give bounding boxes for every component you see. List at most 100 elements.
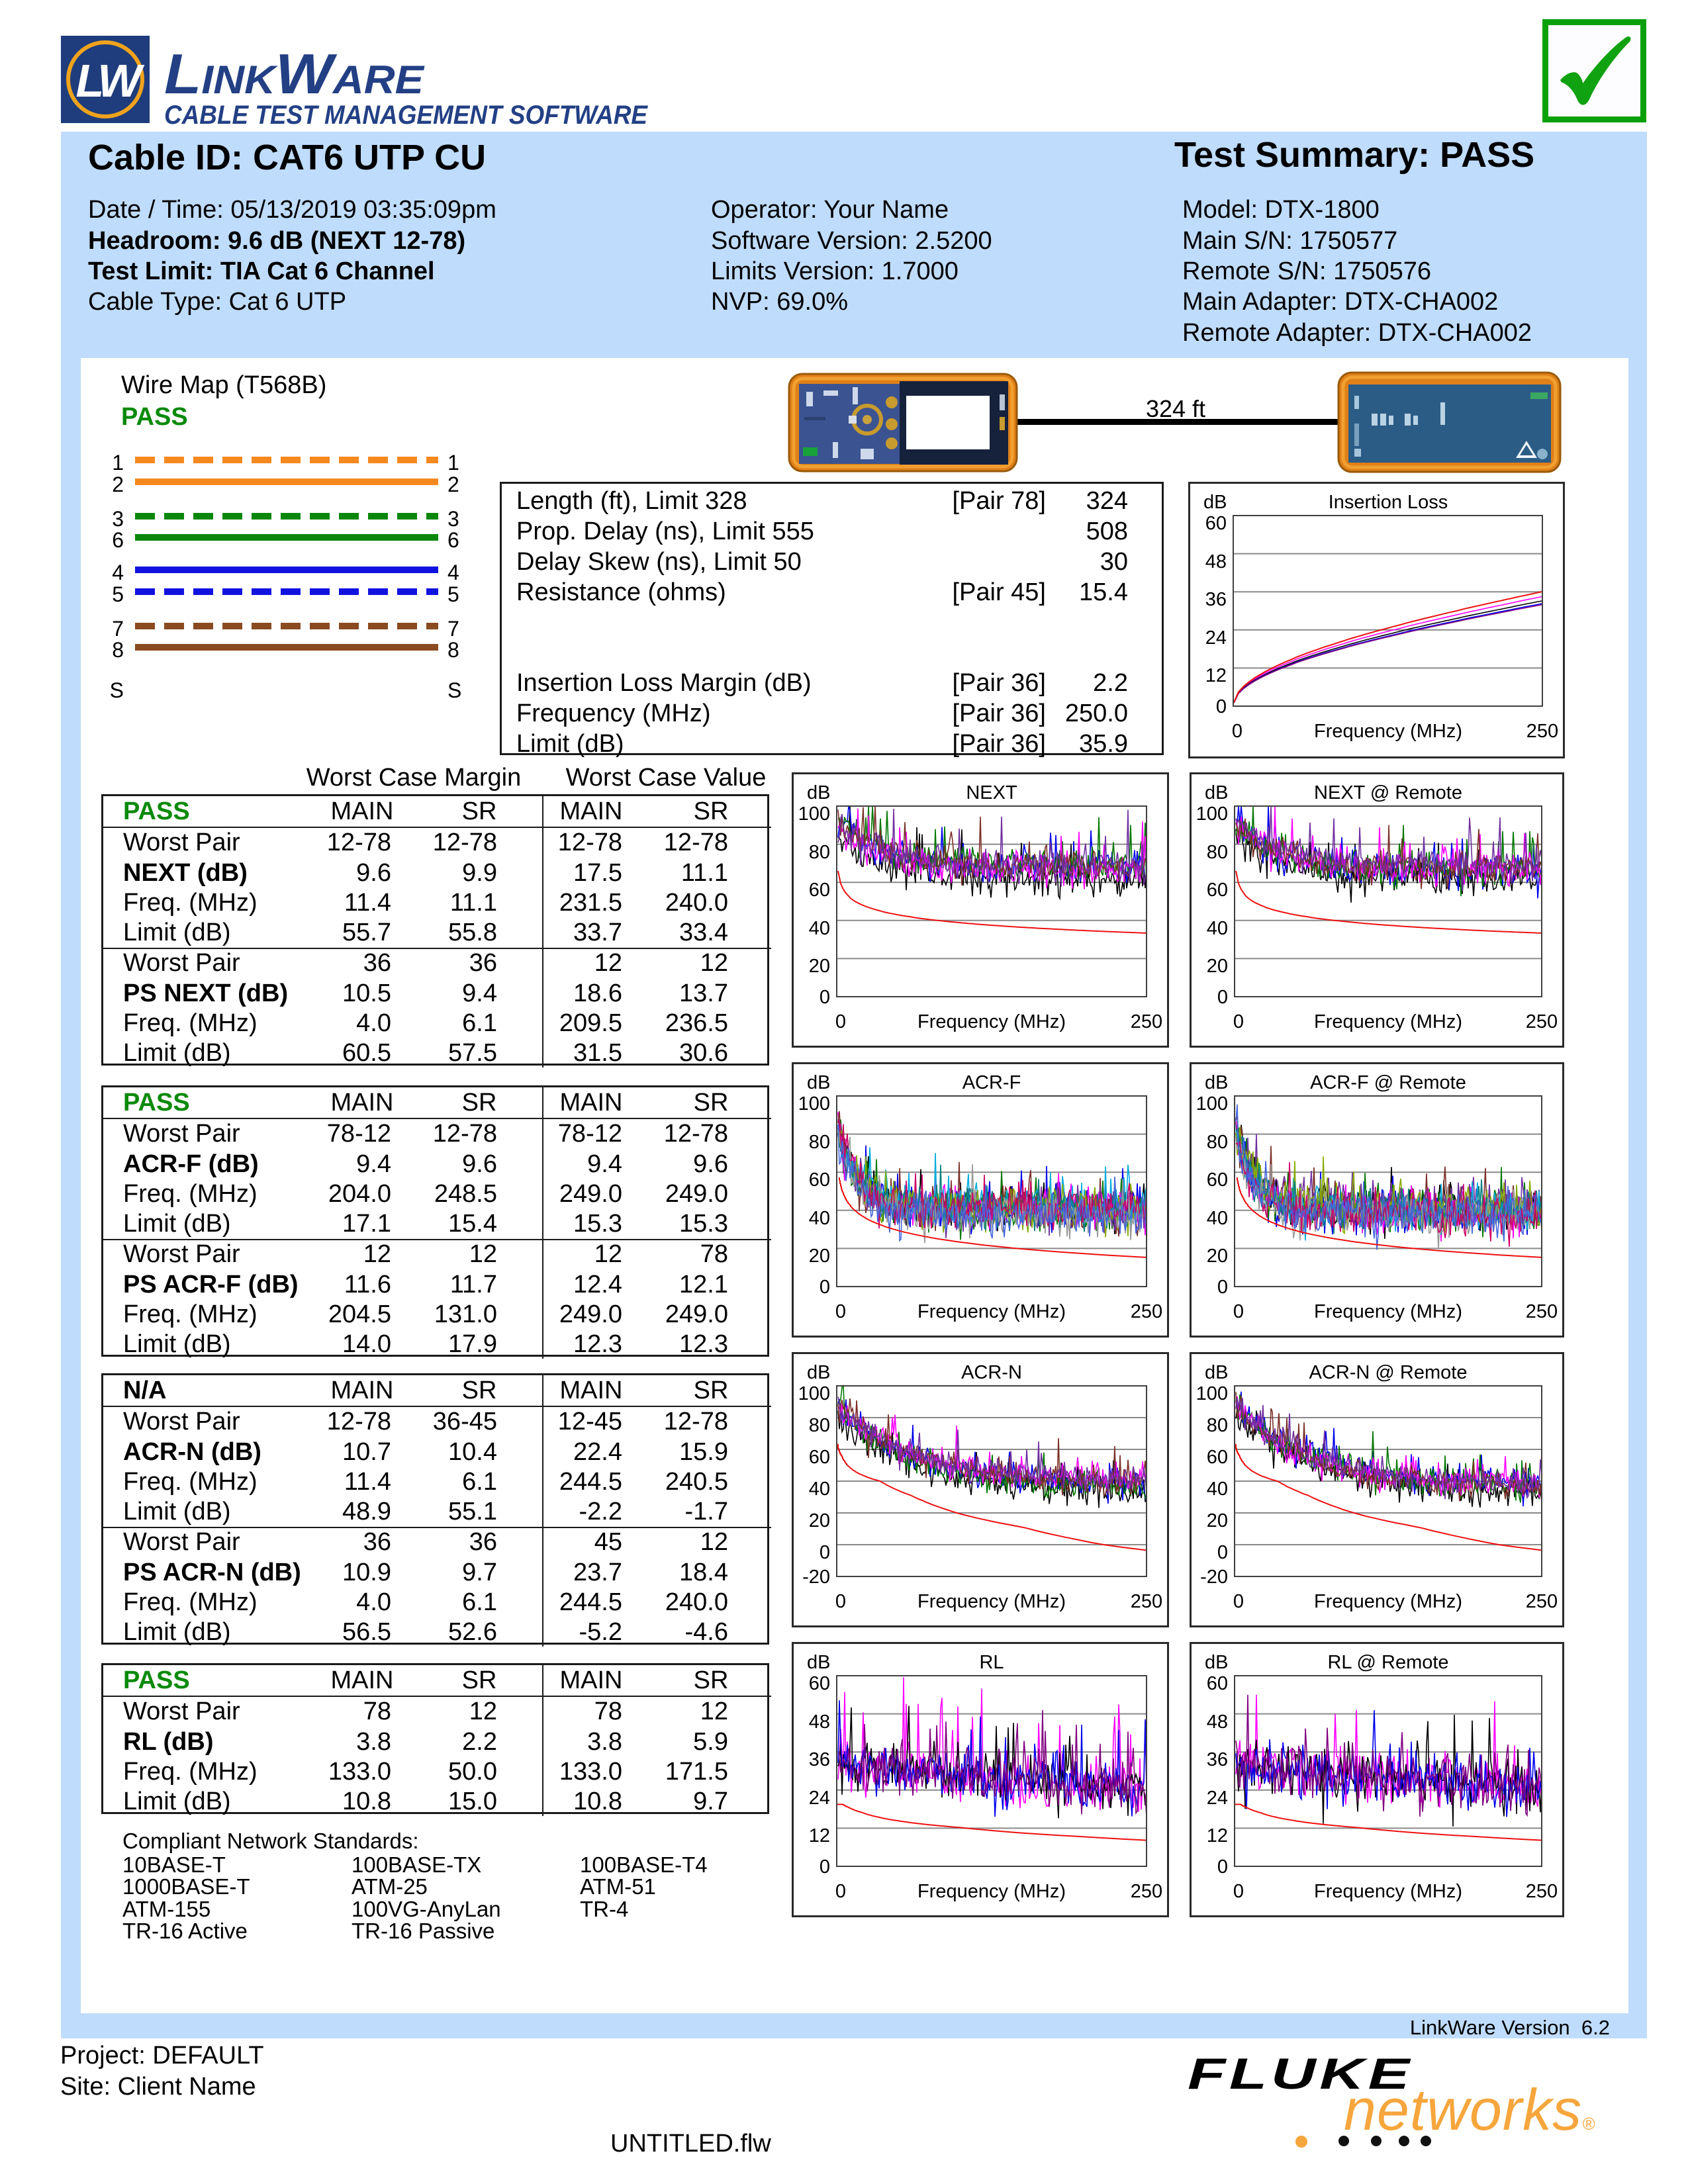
svg-text:ACR-N: ACR-N bbox=[961, 1362, 1022, 1383]
svg-text:6: 6 bbox=[112, 528, 124, 552]
svg-text:dB: dB bbox=[807, 1652, 830, 1673]
svg-text:60: 60 bbox=[1207, 1169, 1228, 1191]
svg-text:Frequency (MHz): Frequency (MHz) bbox=[1314, 1301, 1462, 1322]
svg-text:20: 20 bbox=[809, 1510, 830, 1531]
svg-text:80: 80 bbox=[809, 1415, 830, 1436]
svg-text:ACR-F: ACR-F bbox=[962, 1072, 1021, 1093]
svg-text:1: 1 bbox=[112, 451, 124, 475]
svg-text:12: 12 bbox=[1205, 665, 1227, 686]
svg-text:0: 0 bbox=[835, 1011, 846, 1032]
svg-text:dB: dB bbox=[807, 782, 830, 803]
svg-text:S: S bbox=[447, 678, 461, 702]
svg-text:Frequency (MHz): Frequency (MHz) bbox=[917, 1881, 1066, 1902]
svg-text:20: 20 bbox=[1207, 1246, 1228, 1267]
svg-text:250: 250 bbox=[1526, 721, 1558, 742]
svg-text:60: 60 bbox=[809, 1447, 830, 1468]
svg-text:LW: LW bbox=[76, 55, 146, 107]
svg-text:ACR-N @ Remote: ACR-N @ Remote bbox=[1309, 1362, 1468, 1383]
svg-text:LinkWare: LinkWare bbox=[164, 43, 425, 106]
svg-text:24: 24 bbox=[809, 1788, 830, 1809]
svg-text:0: 0 bbox=[1217, 987, 1228, 1008]
svg-text:dB: dB bbox=[1203, 492, 1227, 513]
svg-text:20: 20 bbox=[809, 1246, 830, 1267]
svg-text:40: 40 bbox=[809, 918, 830, 939]
svg-text:Insertion Loss: Insertion Loss bbox=[1329, 492, 1448, 513]
svg-text:Frequency (MHz): Frequency (MHz) bbox=[917, 1591, 1066, 1612]
svg-text:0: 0 bbox=[1232, 721, 1243, 742]
svg-text:0: 0 bbox=[1217, 1542, 1228, 1563]
svg-text:0: 0 bbox=[835, 1301, 846, 1322]
svg-text:dB: dB bbox=[1205, 1652, 1228, 1673]
svg-text:60: 60 bbox=[1205, 513, 1227, 534]
svg-text:3: 3 bbox=[447, 507, 459, 531]
svg-text:Frequency (MHz): Frequency (MHz) bbox=[917, 1011, 1066, 1032]
svg-text:100: 100 bbox=[798, 1383, 830, 1404]
svg-text:0: 0 bbox=[1233, 1301, 1244, 1322]
svg-text:40: 40 bbox=[1207, 1208, 1228, 1229]
svg-text:250: 250 bbox=[1131, 1881, 1162, 1902]
svg-text:100: 100 bbox=[1196, 1093, 1228, 1115]
svg-text:8: 8 bbox=[447, 638, 459, 662]
svg-text:60: 60 bbox=[809, 1169, 830, 1191]
svg-text:250: 250 bbox=[1131, 1011, 1162, 1032]
svg-text:0: 0 bbox=[1217, 1856, 1228, 1878]
svg-text:0: 0 bbox=[1216, 696, 1227, 717]
svg-text:20: 20 bbox=[1207, 956, 1228, 977]
svg-text:12: 12 bbox=[809, 1825, 830, 1846]
svg-text:36: 36 bbox=[1207, 1749, 1228, 1770]
svg-text:NEXT @ Remote: NEXT @ Remote bbox=[1314, 782, 1462, 803]
svg-text:0: 0 bbox=[820, 1542, 830, 1563]
svg-text:2: 2 bbox=[447, 473, 459, 496]
svg-text:324 ft: 324 ft bbox=[1146, 395, 1205, 422]
svg-text:80: 80 bbox=[1207, 1415, 1228, 1436]
svg-text:5: 5 bbox=[112, 582, 124, 606]
svg-text:0: 0 bbox=[1233, 1011, 1244, 1032]
svg-text:36: 36 bbox=[809, 1749, 830, 1770]
svg-text:0: 0 bbox=[835, 1881, 846, 1902]
svg-text:3: 3 bbox=[112, 507, 124, 531]
svg-text:dB: dB bbox=[1205, 1072, 1228, 1093]
svg-text:2: 2 bbox=[112, 473, 124, 496]
svg-text:Frequency (MHz): Frequency (MHz) bbox=[917, 1301, 1066, 1322]
svg-text:80: 80 bbox=[809, 1132, 830, 1153]
svg-text:0: 0 bbox=[820, 1856, 830, 1878]
svg-text:48: 48 bbox=[1207, 1711, 1228, 1733]
svg-text:250: 250 bbox=[1526, 1591, 1558, 1612]
svg-text:100: 100 bbox=[1196, 1383, 1228, 1404]
svg-text:RL: RL bbox=[979, 1652, 1004, 1673]
svg-text:60: 60 bbox=[809, 880, 830, 901]
svg-text:48: 48 bbox=[809, 1711, 830, 1733]
svg-text:80: 80 bbox=[1207, 842, 1228, 863]
svg-text:250: 250 bbox=[1131, 1301, 1162, 1322]
svg-text:8: 8 bbox=[112, 638, 124, 662]
svg-text:40: 40 bbox=[809, 1208, 830, 1229]
svg-text:20: 20 bbox=[1207, 1510, 1228, 1531]
svg-text:0: 0 bbox=[835, 1591, 846, 1612]
svg-text:1: 1 bbox=[447, 451, 459, 475]
svg-text:24: 24 bbox=[1205, 627, 1227, 649]
svg-text:250: 250 bbox=[1526, 1301, 1558, 1322]
svg-text:80: 80 bbox=[1207, 1132, 1228, 1153]
svg-text:0: 0 bbox=[820, 987, 830, 1008]
svg-text:40: 40 bbox=[1207, 1479, 1228, 1500]
svg-text:100: 100 bbox=[798, 1093, 830, 1115]
svg-text:40: 40 bbox=[809, 1479, 830, 1500]
svg-text:7: 7 bbox=[447, 617, 459, 641]
svg-text:dB: dB bbox=[1205, 1362, 1228, 1383]
svg-text:60: 60 bbox=[1207, 880, 1228, 901]
svg-text:100: 100 bbox=[1196, 803, 1228, 825]
svg-text:6: 6 bbox=[447, 528, 459, 552]
svg-text:Frequency (MHz): Frequency (MHz) bbox=[1314, 1591, 1462, 1612]
svg-text:4: 4 bbox=[112, 561, 124, 584]
svg-text:-20: -20 bbox=[1200, 1567, 1228, 1588]
svg-text:250: 250 bbox=[1131, 1591, 1162, 1612]
svg-text:dB: dB bbox=[807, 1362, 830, 1383]
svg-text:60: 60 bbox=[1207, 1673, 1228, 1694]
svg-text:250: 250 bbox=[1526, 1011, 1558, 1032]
svg-text:0: 0 bbox=[1217, 1277, 1228, 1298]
svg-text:12: 12 bbox=[1207, 1825, 1228, 1846]
svg-text:Frequency (MHz): Frequency (MHz) bbox=[1314, 1881, 1462, 1902]
svg-text:0: 0 bbox=[1233, 1881, 1244, 1902]
svg-text:4: 4 bbox=[447, 561, 459, 584]
svg-text:ACR-F @ Remote: ACR-F @ Remote bbox=[1310, 1072, 1466, 1093]
